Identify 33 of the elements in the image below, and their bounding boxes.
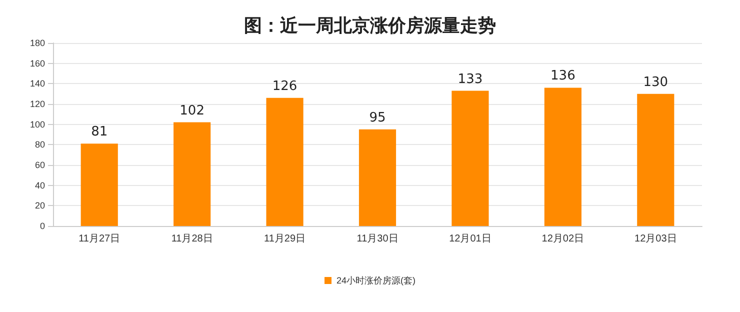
- bar: [358, 129, 396, 226]
- x-tick-label: 11月30日: [356, 234, 398, 244]
- y-tick-label: 0: [40, 221, 45, 231]
- bar: [452, 90, 489, 226]
- bar: [637, 94, 674, 226]
- x-tick-label: 11月29日: [264, 234, 306, 244]
- y-tick-label: 100: [30, 119, 45, 130]
- y-tick-label: 140: [30, 78, 45, 89]
- data-label: 95: [369, 110, 386, 126]
- data-label: 136: [550, 68, 576, 84]
- y-tick-label: 40: [34, 180, 45, 190]
- bar: [544, 88, 582, 226]
- data-label: 130: [643, 74, 668, 90]
- x-tick-label: 12月03日: [634, 234, 677, 244]
- chart-title: 图：近一周北京涨价房源量走势: [244, 16, 496, 36]
- x-tick-label: 11月27日: [78, 234, 120, 244]
- data-label: 81: [91, 124, 108, 140]
- x-tick-label: 11月28日: [171, 234, 213, 244]
- data-label: 133: [458, 72, 483, 87]
- y-tick-label: 180: [30, 38, 45, 48]
- bar: [174, 122, 211, 226]
- legend-label: 24小时涨价房源(套): [336, 276, 416, 286]
- y-tick-label: 120: [30, 99, 45, 109]
- y-tick-label: 20: [34, 200, 45, 211]
- bar: [80, 144, 118, 226]
- y-tick-label: 60: [34, 160, 45, 170]
- data-label: 126: [272, 78, 298, 94]
- bar: [266, 98, 304, 226]
- x-tick-label: 12月02日: [542, 234, 584, 244]
- y-tick-label: 80: [34, 140, 45, 150]
- y-tick-label: 160: [30, 58, 45, 68]
- data-label: 102: [180, 103, 204, 118]
- x-tick-label: 12月01日: [449, 234, 492, 244]
